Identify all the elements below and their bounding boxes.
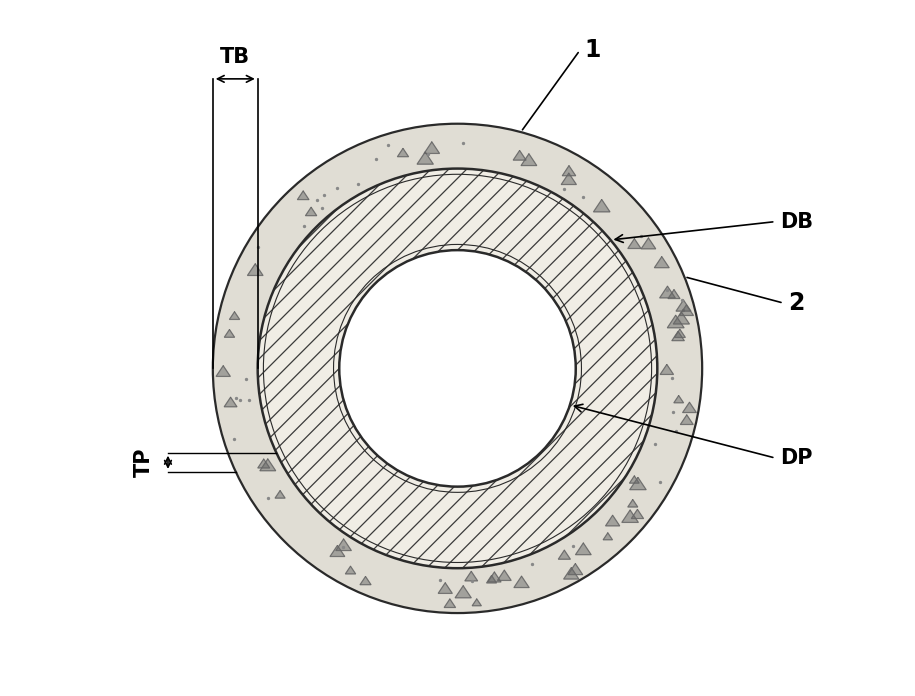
Polygon shape: [576, 543, 591, 555]
Polygon shape: [628, 239, 640, 248]
Polygon shape: [487, 576, 497, 583]
Circle shape: [258, 168, 657, 568]
Polygon shape: [397, 148, 409, 157]
Polygon shape: [360, 576, 371, 585]
Polygon shape: [521, 154, 537, 166]
Polygon shape: [630, 477, 646, 490]
Polygon shape: [603, 533, 612, 540]
Polygon shape: [514, 576, 529, 587]
Circle shape: [339, 250, 576, 487]
Polygon shape: [498, 570, 511, 580]
Polygon shape: [673, 312, 689, 324]
Polygon shape: [558, 550, 570, 559]
Polygon shape: [667, 315, 684, 328]
Text: DB: DB: [780, 212, 813, 232]
Polygon shape: [438, 583, 452, 594]
Polygon shape: [628, 500, 638, 507]
Polygon shape: [641, 238, 656, 249]
Polygon shape: [345, 567, 356, 574]
Polygon shape: [561, 173, 576, 184]
Polygon shape: [297, 191, 309, 200]
Circle shape: [258, 168, 657, 568]
Polygon shape: [631, 509, 643, 519]
Polygon shape: [676, 300, 691, 311]
Polygon shape: [306, 207, 317, 216]
Polygon shape: [594, 200, 610, 212]
Text: TB: TB: [221, 47, 251, 67]
Polygon shape: [424, 142, 439, 153]
Polygon shape: [681, 415, 694, 425]
Polygon shape: [660, 365, 673, 374]
Polygon shape: [622, 510, 639, 523]
Polygon shape: [224, 329, 234, 338]
Polygon shape: [630, 476, 640, 483]
Polygon shape: [568, 564, 583, 575]
Text: 1: 1: [584, 38, 600, 63]
Polygon shape: [679, 305, 694, 315]
Polygon shape: [606, 515, 619, 526]
Polygon shape: [336, 539, 351, 551]
Polygon shape: [444, 599, 456, 608]
Polygon shape: [330, 546, 345, 557]
Polygon shape: [247, 264, 263, 276]
Polygon shape: [562, 166, 576, 176]
Polygon shape: [455, 586, 471, 598]
Polygon shape: [417, 152, 434, 164]
Polygon shape: [673, 395, 684, 403]
Polygon shape: [224, 397, 237, 406]
Polygon shape: [683, 402, 696, 413]
Polygon shape: [275, 491, 285, 498]
Polygon shape: [230, 312, 240, 319]
Polygon shape: [674, 329, 685, 338]
Circle shape: [339, 250, 576, 487]
Circle shape: [213, 124, 702, 613]
Polygon shape: [564, 568, 579, 579]
Polygon shape: [668, 290, 680, 299]
Polygon shape: [672, 331, 684, 341]
Polygon shape: [654, 257, 669, 268]
Polygon shape: [660, 286, 675, 298]
Text: TP: TP: [134, 448, 154, 477]
Polygon shape: [488, 572, 501, 582]
Polygon shape: [260, 459, 275, 470]
Text: 2: 2: [788, 291, 804, 315]
Text: DP: DP: [780, 448, 813, 468]
Polygon shape: [513, 150, 526, 160]
Polygon shape: [465, 571, 478, 581]
Polygon shape: [472, 599, 481, 606]
Polygon shape: [258, 459, 270, 468]
Polygon shape: [216, 365, 231, 377]
